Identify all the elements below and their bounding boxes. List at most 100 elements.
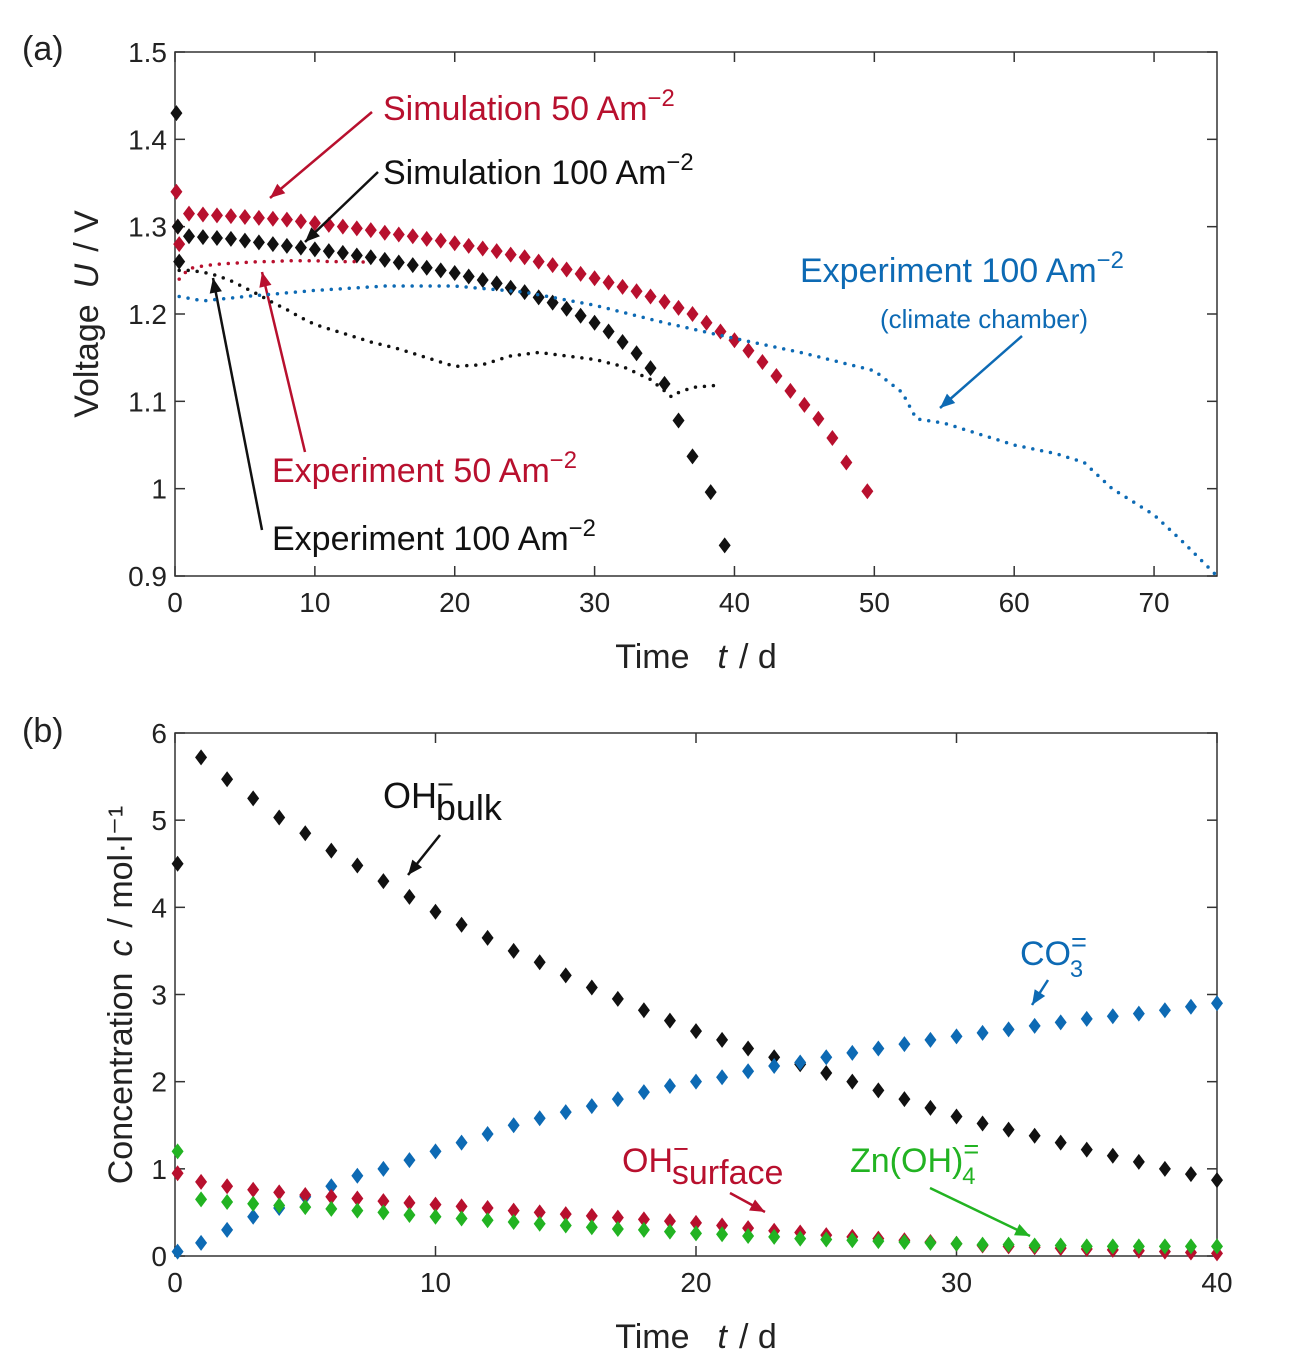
diamond-marker <box>611 1091 624 1108</box>
series-name-sub: bulk <box>436 787 503 828</box>
series-label: Experiment 50 Am−2 <box>272 447 577 490</box>
x-tick-label: 30 <box>579 587 610 618</box>
diamond-marker <box>322 243 335 260</box>
diamond-marker <box>299 1186 312 1203</box>
diamond-marker <box>247 1195 260 1212</box>
diamond-marker <box>872 1233 885 1250</box>
diamond-marker <box>504 279 517 296</box>
diamond-marker <box>280 237 293 254</box>
y-label-text: Concentration <box>102 973 140 1185</box>
diamond-marker <box>1132 1238 1145 1255</box>
diamond-marker <box>173 236 186 253</box>
diamond-marker <box>820 1064 833 1081</box>
annotation-arrow <box>939 335 1023 409</box>
series-label: CO= 3 <box>1020 926 1087 983</box>
diamond-marker <box>716 1217 729 1234</box>
diamond-marker <box>1106 1238 1119 1255</box>
diamond-marker <box>644 288 657 305</box>
diamond-marker <box>182 205 195 222</box>
series-note: (climate chamber) <box>880 304 1088 334</box>
series-name-sub: 3 <box>1070 956 1083 983</box>
diamond-marker <box>247 1181 260 1198</box>
diamond-marker <box>585 1098 598 1115</box>
diamond-marker <box>266 210 279 227</box>
diamond-marker <box>742 1227 755 1244</box>
diamond-marker <box>273 1184 286 1201</box>
series-name-sup: = <box>963 1133 979 1164</box>
arrow-head <box>940 393 956 408</box>
diamond-marker <box>210 230 223 247</box>
y-tick-label: 5 <box>151 805 167 836</box>
series-name: Simulation 100 Am <box>383 154 667 192</box>
diamond-marker <box>644 360 657 377</box>
y-label-var: c <box>102 940 140 957</box>
arrow-head <box>209 278 222 294</box>
diamond-marker <box>455 1134 468 1151</box>
y-axis-label: Concentration c / mol·l⁻¹ <box>102 806 140 1185</box>
diamond-marker <box>403 1207 416 1224</box>
diamond-marker <box>686 448 699 465</box>
diamond-marker <box>784 382 797 399</box>
diamond-marker <box>350 247 363 264</box>
diamond-marker <box>377 1160 390 1177</box>
diamond-marker <box>392 254 405 271</box>
y-tick-label: 0 <box>151 1241 167 1272</box>
series-name-sup: −2 <box>1097 247 1124 274</box>
diamond-marker <box>1002 1236 1015 1253</box>
diamond-marker <box>325 1178 338 1195</box>
diamond-marker <box>378 224 391 241</box>
series-label: Zn(OH)= 4 <box>850 1133 979 1190</box>
diamond-marker <box>559 1104 572 1121</box>
dotted-line <box>177 268 716 400</box>
diamond-marker <box>182 228 195 245</box>
diamond-marker <box>171 218 184 235</box>
diamond-marker <box>308 215 321 232</box>
diamond-marker <box>448 264 461 281</box>
series-label: Simulation 50 Am−2 <box>383 85 675 128</box>
diamond-marker <box>840 454 853 471</box>
x-label-unit: / d <box>739 1318 777 1356</box>
y-axis-label: Voltage U / V <box>68 210 106 418</box>
diamond-marker <box>252 234 265 251</box>
y-label-unit: / V <box>68 210 106 252</box>
diamond-marker <box>1132 1005 1145 1022</box>
diamond-marker <box>247 1208 260 1225</box>
diamond-marker <box>704 484 717 501</box>
diamond-marker <box>481 1200 494 1217</box>
diamond-marker <box>616 278 629 295</box>
diamond-marker <box>429 1208 442 1225</box>
diamond-marker <box>403 888 416 905</box>
diamond-marker <box>533 1204 546 1221</box>
diamond-marker <box>611 990 624 1007</box>
diamond-marker <box>672 299 685 316</box>
diamond-marker <box>602 274 615 291</box>
diamond-marker <box>533 954 546 971</box>
arrow-head <box>259 272 272 288</box>
diamond-marker <box>690 1225 702 1242</box>
diamond-marker <box>238 232 251 249</box>
diamond-marker <box>403 1194 416 1211</box>
panel-label: (a) <box>22 30 64 68</box>
diamond-marker <box>325 1188 338 1205</box>
diamond-marker <box>196 206 209 223</box>
diamond-marker <box>532 253 545 270</box>
series-name: Experiment 100 Am <box>800 252 1097 290</box>
diamond-marker <box>770 368 783 385</box>
diamond-marker <box>950 1235 963 1252</box>
diamond-marker <box>1158 1002 1171 1019</box>
diamond-marker <box>950 1028 963 1045</box>
diamond-marker <box>630 345 643 362</box>
diamond-marker <box>377 1204 390 1221</box>
series-name-sup: −2 <box>550 447 577 474</box>
diamond-marker <box>1211 1238 1223 1255</box>
series-name: OH <box>383 775 437 816</box>
diamond-marker <box>1184 1238 1197 1255</box>
diamond-marker <box>507 1202 520 1219</box>
diamond-marker <box>861 483 874 500</box>
x-label-var: t <box>718 1318 729 1356</box>
diamond-marker <box>351 1167 364 1184</box>
diamond-marker <box>476 271 489 288</box>
y-tick-label: 2 <box>151 1067 167 1098</box>
series-name-sup: − <box>673 1133 689 1164</box>
diamond-marker <box>1054 1237 1067 1254</box>
